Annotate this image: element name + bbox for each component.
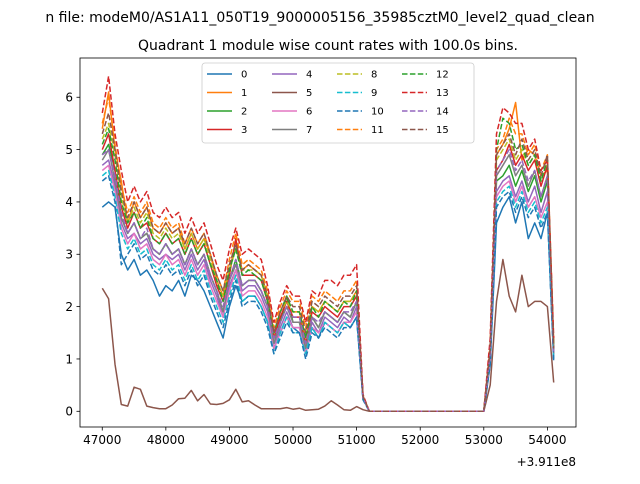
series-line-11 bbox=[101, 96, 555, 413]
legend-label-8: 8 bbox=[371, 70, 377, 81]
series-line-15 bbox=[101, 112, 555, 413]
x-tick-label: 52000 bbox=[401, 433, 439, 447]
series-line-12 bbox=[101, 117, 555, 413]
legend-label-12: 12 bbox=[436, 70, 449, 81]
x-offset-text: +3.911e8 bbox=[517, 455, 576, 469]
y-tick-label: 5 bbox=[65, 143, 73, 157]
axes-title: Quadrant 1 module wise count rates with … bbox=[138, 38, 518, 54]
series-line-8 bbox=[101, 122, 555, 413]
y-tick-label: 1 bbox=[65, 352, 73, 366]
legend-box bbox=[201, 62, 475, 144]
y-tick-label: 3 bbox=[65, 248, 73, 262]
x-tick-label: 47000 bbox=[83, 433, 121, 447]
legend-label-13: 13 bbox=[436, 88, 449, 99]
legend-label-6: 6 bbox=[306, 107, 312, 118]
y-tick-label: 4 bbox=[65, 195, 73, 209]
legend-label-15: 15 bbox=[436, 125, 449, 136]
legend-label-3: 3 bbox=[241, 125, 247, 136]
series-line-2 bbox=[101, 143, 555, 413]
y-tick-label: 2 bbox=[65, 300, 73, 314]
x-tick-label: 51000 bbox=[338, 433, 376, 447]
legend-label-14: 14 bbox=[436, 107, 449, 118]
x-tick-label: 50000 bbox=[274, 433, 312, 447]
x-tick-label: 54000 bbox=[528, 433, 566, 447]
y-tick-label: 6 bbox=[65, 91, 73, 105]
x-tick-label: 49000 bbox=[210, 433, 248, 447]
legend-label-2: 2 bbox=[241, 107, 247, 118]
legend-label-0: 0 bbox=[241, 70, 247, 81]
legend-label-11: 11 bbox=[371, 125, 384, 136]
legend-label-4: 4 bbox=[306, 70, 312, 81]
x-tick-label: 48000 bbox=[147, 433, 185, 447]
legend-label-1: 1 bbox=[241, 88, 247, 99]
series-line-9 bbox=[101, 169, 555, 413]
legend-label-9: 9 bbox=[371, 88, 377, 99]
axes-frame bbox=[79, 57, 577, 428]
series-line-4 bbox=[101, 159, 555, 413]
legend-label-5: 5 bbox=[306, 88, 312, 99]
x-tick-label: 53000 bbox=[465, 433, 503, 447]
figure-suptitle: n file: modeM0/AS1A11_050T19_9000005156_… bbox=[45, 10, 594, 26]
legend-label-7: 7 bbox=[306, 125, 312, 136]
y-tick-label: 0 bbox=[65, 405, 73, 419]
axes: 47000 48000 49000 50000 51000 52000 53000 54000… bbox=[65, 57, 577, 447]
legend-label-10: 10 bbox=[371, 107, 384, 118]
